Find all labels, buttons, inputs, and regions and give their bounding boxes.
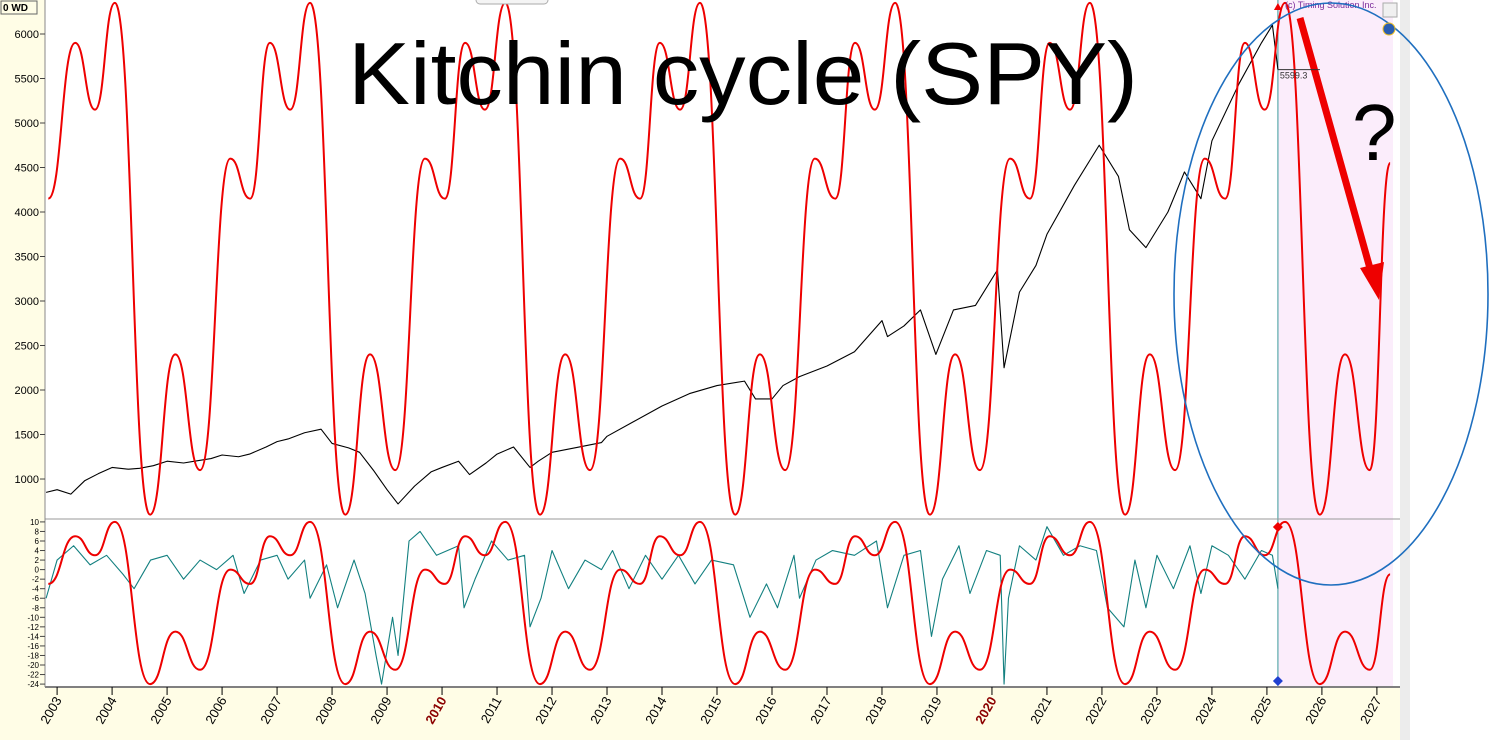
y-tick-label: -18 xyxy=(27,651,39,660)
y-tick-label: 4500 xyxy=(15,163,39,175)
y-axis-area xyxy=(0,0,45,688)
corner-label: 0 WD xyxy=(3,3,28,14)
y-tick-label: -16 xyxy=(27,642,39,651)
y-tick-label: -8 xyxy=(32,604,40,613)
cycle-line xyxy=(47,520,1392,686)
y-tick-label: 1500 xyxy=(15,430,39,442)
y-tick-label: 2500 xyxy=(15,341,39,353)
x-axis-area xyxy=(0,688,1400,740)
highlight-ellipse xyxy=(1173,2,1489,586)
cursor-marker xyxy=(1273,3,1282,10)
y-tick-label: -24 xyxy=(27,680,39,689)
cursor-marker xyxy=(1272,522,1283,532)
y-tick-label: 4000 xyxy=(15,207,39,219)
y-tick-label: -6 xyxy=(32,594,40,603)
y-tick-label: 8 xyxy=(35,527,40,536)
y-tick-label: -2 xyxy=(32,575,40,584)
y-tick-label: 4 xyxy=(35,547,40,556)
y-tick-label: -10 xyxy=(27,613,39,622)
y-tick-label: 3500 xyxy=(15,252,39,264)
y-tick-label: 2 xyxy=(35,556,40,565)
toolbar-tab[interactable] xyxy=(475,0,549,5)
menu-button[interactable] xyxy=(1382,2,1398,18)
y-tick-label: 6 xyxy=(35,537,40,546)
question-mark: ? xyxy=(1352,88,1397,177)
arrow-head xyxy=(1360,262,1384,300)
data-line xyxy=(45,24,1279,505)
y-tick-label: 6000 xyxy=(15,29,39,41)
y-tick-label: -4 xyxy=(32,585,40,594)
scroll-strip xyxy=(1400,0,1410,740)
arrow-shaft xyxy=(1296,17,1375,273)
data-line xyxy=(45,526,1279,685)
corner-box xyxy=(0,0,38,15)
y-tick-label: 2000 xyxy=(15,385,39,397)
y-tick-label: 5500 xyxy=(15,74,39,86)
cursor-marker xyxy=(1272,676,1283,686)
y-tick-label: -22 xyxy=(27,671,39,680)
cycle-line xyxy=(47,1,1392,516)
last-value-label: 5599.3 xyxy=(1280,71,1308,81)
chart-title: Kitchin cycle (SPY) xyxy=(348,24,1138,123)
y-tick-label: 3000 xyxy=(15,296,39,308)
y-tick-label: -14 xyxy=(27,632,39,641)
copyright: (c) Timing Solution Inc. xyxy=(1285,0,1377,10)
y-tick-label: 10 xyxy=(30,518,39,527)
y-tick-label: 0 xyxy=(35,566,40,575)
y-tick-label: -20 xyxy=(27,661,39,670)
y-tick-label: -12 xyxy=(27,623,39,632)
globe-icon[interactable] xyxy=(1382,22,1396,36)
y-tick-label: 5000 xyxy=(15,118,39,130)
plot xyxy=(45,1,1392,686)
y-tick-label: 1000 xyxy=(15,474,39,486)
